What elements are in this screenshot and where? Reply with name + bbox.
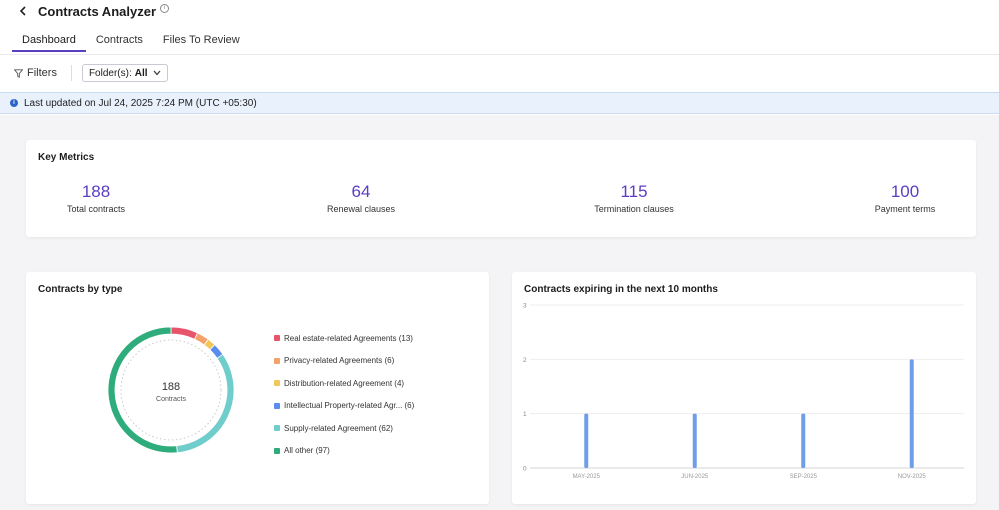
tab-bar: Dashboard Contracts Files To Review xyxy=(12,30,250,54)
metric-label: Renewal clauses xyxy=(326,204,396,214)
filter-bar: Filters Folder(s): All xyxy=(0,62,168,84)
donut-center-value: 188 xyxy=(162,381,180,393)
metric-payment-terms: 100 Payment terms xyxy=(875,182,936,214)
x-tick-label: MAY-2025 xyxy=(573,474,601,480)
legend-swatch xyxy=(274,402,280,409)
contracts-by-type-card: Contracts by type 188 Contracts Real est… xyxy=(26,272,489,504)
legend-label: Real estate-related Agreements (13) xyxy=(284,333,413,343)
page-header: Contracts Analyzer i xyxy=(0,0,999,22)
legend-item[interactable]: Real estate-related Agreements (13) xyxy=(274,327,414,350)
donut-center-label: Contracts xyxy=(156,396,186,403)
metric-renewal-clauses: 64 Renewal clauses xyxy=(327,182,395,214)
tabs-divider xyxy=(0,54,999,55)
legend-swatch xyxy=(274,335,280,342)
info-icon: i xyxy=(10,99,18,107)
expiring-bar-chart: 0 1 2 3 MAY-2025 JUN-2025 SEP-2025 NOV-2025 xyxy=(523,303,964,480)
tab-files-to-review[interactable]: Files To Review xyxy=(162,34,240,46)
x-tick-label: NOV-2025 xyxy=(898,474,927,480)
back-arrow-icon[interactable] xyxy=(16,4,30,18)
legend-swatch xyxy=(274,380,280,387)
legend-label: All other (97) xyxy=(284,446,330,456)
tab-contracts[interactable]: Contracts xyxy=(95,34,143,46)
bar[interactable] xyxy=(692,413,697,468)
legend-label: Supply-related Agreement (62) xyxy=(284,423,393,433)
legend-item[interactable]: Distribution-related Agreement (4) xyxy=(274,372,414,395)
bar[interactable] xyxy=(801,413,806,468)
metric-value: 100 xyxy=(890,182,920,201)
legend-swatch xyxy=(274,357,280,364)
legend-item[interactable]: Privacy-related Agreements (6) xyxy=(274,350,414,373)
metric-label: Payment terms xyxy=(874,204,936,214)
legend-label: Privacy-related Agreements (6) xyxy=(284,356,395,366)
page-title: Contracts Analyzer xyxy=(38,3,156,19)
legend-item[interactable]: Supply-related Agreement (62) xyxy=(274,417,414,440)
metric-value: 188 xyxy=(81,182,111,201)
folder-select[interactable]: Folder(s): All xyxy=(81,64,168,82)
chevron-down-icon xyxy=(153,70,160,76)
donut-slice[interactable] xyxy=(107,326,178,454)
contracts-by-type-title: Contracts by type xyxy=(38,284,123,295)
donut-slice[interactable] xyxy=(170,326,199,340)
legend-label: Distribution-related Agreement (4) xyxy=(284,378,405,388)
x-tick-label: SEP-2025 xyxy=(790,474,818,480)
metric-value: 115 xyxy=(620,182,648,201)
filters-button[interactable]: Filters xyxy=(14,67,57,79)
metric-label: Termination clauses xyxy=(594,204,674,214)
y-tick-label: 1 xyxy=(523,411,527,418)
legend-swatch xyxy=(274,425,280,432)
donut-legend: Real estate-related Agreements (13) Priva… xyxy=(274,327,414,462)
metric-value: 64 xyxy=(351,182,371,201)
folder-select-value: All xyxy=(134,67,148,79)
tab-dashboard[interactable]: Dashboard xyxy=(12,30,86,52)
x-tick-label: JUN-2025 xyxy=(681,474,709,480)
legend-label: Intellectual Property-related Agr... (6) xyxy=(284,401,415,411)
key-metrics-title: Key Metrics xyxy=(38,152,95,163)
last-updated-text: Last updated on Jul 24, 2025 7:24 PM (UT… xyxy=(24,97,257,109)
folder-select-label: Folder(s): xyxy=(88,67,132,79)
last-updated-banner: i Last updated on Jul 24, 2025 7:24 PM (… xyxy=(0,92,999,114)
y-tick-label: 2 xyxy=(523,357,527,364)
filter-icon xyxy=(14,68,23,78)
filters-label: Filters xyxy=(27,67,57,79)
info-icon[interactable]: i xyxy=(160,3,169,13)
donut-inner-ring xyxy=(120,339,222,441)
bar[interactable] xyxy=(584,413,589,468)
metric-total-contracts: 188 Total contracts xyxy=(67,182,125,214)
legend-swatch xyxy=(274,447,280,454)
donut-chart: 188 Contracts xyxy=(107,326,235,454)
y-tick-label: 3 xyxy=(523,303,527,310)
legend-item[interactable]: Intellectual Property-related Agr... (6) xyxy=(274,395,414,418)
bar[interactable] xyxy=(909,359,914,468)
donut-slice[interactable] xyxy=(176,353,235,454)
filter-separator xyxy=(70,65,72,81)
legend-item[interactable]: All other (97) xyxy=(274,440,414,463)
metric-label: Total contracts xyxy=(66,204,126,214)
key-metrics-card: Key Metrics 188 Total contracts 64 Renew… xyxy=(26,140,976,237)
metric-termination-clauses: 115 Termination clauses xyxy=(594,182,674,214)
contracts-expiring-card: Contracts expiring in the next 10 months… xyxy=(512,272,976,504)
y-tick-label: 0 xyxy=(523,466,527,473)
contracts-expiring-title: Contracts expiring in the next 10 months xyxy=(524,284,718,295)
